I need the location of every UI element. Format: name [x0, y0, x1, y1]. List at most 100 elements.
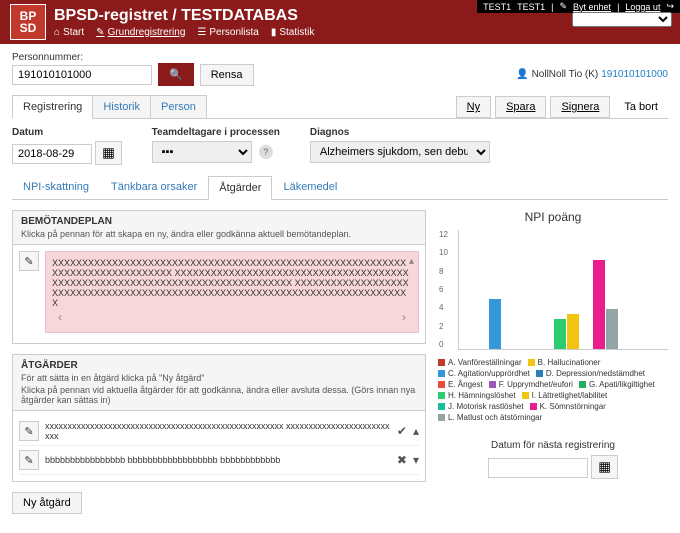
legend-item: G. Apati/likgiltighet	[579, 380, 655, 389]
bar-L	[606, 309, 618, 349]
user-icon: 👤	[516, 69, 528, 80]
logo-bottom: SD	[20, 22, 37, 34]
scroll-down-icon[interactable]: ▾	[413, 453, 419, 467]
legend-item: B. Hallucinationer	[528, 358, 601, 367]
calendar-button[interactable]: ▦	[95, 141, 122, 165]
nav-start-label: Start	[63, 27, 84, 38]
legend-item: H. Hämningslöshet	[438, 391, 516, 400]
next-reg-input[interactable]	[488, 458, 588, 478]
atgarder-sub2: Klicka på pennan vid aktuella åtgärder f…	[21, 385, 417, 405]
atg-row1-text: xxxxxxxxxxxxxxxxxxxxxxxxxxxxxxxxxxxxxxxx…	[45, 421, 391, 441]
user-id-link[interactable]: 191010101000	[601, 69, 668, 80]
list-icon: ☰	[197, 27, 206, 38]
legend-item: F. Upprymdhet/eufori	[489, 380, 573, 389]
chart-icon: ▮	[271, 27, 277, 38]
legend-item: L. Matlust och ätstörningar	[438, 413, 542, 422]
rensa-button[interactable]: Rensa	[200, 64, 254, 86]
scroll-up-icon[interactable]: ▴	[409, 256, 414, 267]
personnummer-input[interactable]	[12, 65, 152, 85]
legend-item: K. Sömnstörningar	[530, 402, 606, 411]
logout-link[interactable]: Logga ut	[625, 2, 660, 12]
scroll-left-icon[interactable]: ‹	[58, 310, 62, 324]
nav-grund-label: Grundregistrering	[108, 27, 186, 38]
datum-input[interactable]	[12, 144, 92, 164]
tab-person[interactable]: Person	[150, 95, 207, 118]
subtab-lakemedel[interactable]: Läkemedel	[272, 175, 348, 199]
edit-icon: ✎	[559, 1, 567, 12]
diagnos-label: Diagnos	[310, 127, 490, 138]
nav-person-label: Personlista	[209, 27, 258, 38]
nav-grund[interactable]: ✎ Grundregistrering	[96, 27, 185, 38]
bemot-edit-button[interactable]: ✎	[19, 251, 39, 271]
top-select-wrap	[572, 12, 672, 27]
calendar-icon: ▦	[102, 145, 115, 160]
bar-H	[554, 319, 566, 349]
search-button[interactable]: 🔍	[158, 63, 194, 86]
legend-item: C. Agitation/upprördhet	[438, 369, 530, 378]
ny-atgard-button[interactable]: Ny åtgärd	[12, 492, 82, 514]
legend-item: D. Depression/nedstämdhet	[536, 369, 645, 378]
meta-divider2: |	[617, 2, 619, 12]
chart-legend: A. Vanföreställningar B. Hallucinationer C…	[438, 358, 668, 424]
tab-historik[interactable]: Historik	[92, 95, 151, 118]
help-icon[interactable]: ?	[259, 145, 273, 159]
npi-chart: 121086420	[458, 230, 668, 350]
atg-row2-edit[interactable]: ✎	[19, 450, 39, 470]
logo: BP SD	[10, 4, 46, 40]
nav-person[interactable]: ☰Personlista	[197, 27, 258, 38]
meta-test2: TEST1	[517, 2, 545, 12]
pencil-icon: ✎	[24, 255, 33, 268]
bemotandeplan-panel: BEMÖTANDEPLAN Klicka på pennan för att s…	[12, 210, 426, 344]
user-info: 👤 NollNoll Tio (K) 191010101000	[516, 69, 668, 80]
bemot-title: BEMÖTANDEPLAN	[21, 216, 417, 227]
legend-item: E. Ångest	[438, 380, 483, 389]
check-icon[interactable]: ✔	[397, 424, 407, 438]
atgarder-panel: ÅTGÄRDER För att sätta in en åtgärd klic…	[12, 354, 426, 482]
nav-start[interactable]: ⌂Start	[54, 27, 84, 38]
next-reg-label: Datum för nästa registrering	[438, 440, 668, 451]
edit-icon: ✎	[96, 27, 104, 38]
pencil-icon: ✎	[24, 425, 33, 438]
next-reg-cal-button[interactable]: ▦	[591, 455, 618, 479]
bemot-content: XXXXXXXXXXXXXXXXXXXXXXXXXXXXXXXXXXXXXXXX…	[52, 258, 412, 308]
chart-title: NPI poäng	[438, 210, 668, 224]
bar-K	[593, 260, 605, 349]
atg-row1-edit[interactable]: ✎	[19, 421, 39, 441]
bemot-subtext: Klicka på pennan för att skapa en ny, än…	[21, 229, 417, 239]
diagnos-select[interactable]: Alzheimers sjukdom, sen debut	[310, 141, 490, 163]
chart-yaxis: 121086420	[439, 230, 448, 349]
nav-stat-label: Statistik	[279, 27, 314, 38]
team-select[interactable]: ▪▪▪	[152, 141, 252, 163]
logout-icon: ↪	[666, 1, 674, 12]
search-label: Personnummer:	[12, 52, 664, 63]
tabort-button[interactable]: Ta bort	[614, 96, 668, 118]
ny-button[interactable]: Ny	[456, 96, 491, 118]
meta-test1: TEST1	[483, 2, 511, 12]
atg-row2-text: bbbbbbbbbbbbbbbb bbbbbbbbbbbbbbbbbb bbbb…	[45, 455, 391, 465]
spara-button[interactable]: Spara	[495, 96, 546, 118]
legend-item: I. Lättretlighet/labilitet	[522, 391, 608, 400]
scroll-up-icon[interactable]: ▴	[413, 424, 419, 438]
subtab-tankbara[interactable]: Tänkbara orsaker	[100, 175, 208, 199]
nav-stat[interactable]: ▮Statistik	[271, 27, 315, 38]
tab-registrering[interactable]: Registrering	[12, 95, 93, 119]
top-select[interactable]	[572, 12, 672, 27]
subtab-atgarder[interactable]: Åtgärder	[208, 176, 272, 200]
user-name: NollNoll Tio (K)	[532, 69, 599, 80]
byt-enhet-link[interactable]: Byt enhet	[573, 2, 611, 12]
search-icon: 🔍	[169, 69, 183, 81]
atgarder-sub1: För att sätta in en åtgärd klicka på "Ny…	[21, 373, 417, 383]
legend-item: A. Vanföreställningar	[438, 358, 522, 367]
close-icon[interactable]: ✖	[397, 453, 407, 467]
home-icon: ⌂	[54, 27, 60, 38]
atgarder-title: ÅTGÄRDER	[21, 360, 417, 371]
bar-C	[489, 299, 501, 349]
header-nav: ⌂Start ✎ Grundregistrering ☰Personlista ▮…	[54, 27, 670, 38]
calendar-icon: ▦	[598, 459, 611, 474]
scroll-right-icon[interactable]: ›	[402, 310, 406, 324]
team-label: Teamdeltagare i processen	[152, 127, 280, 138]
legend-item: J. Motorisk rastlöshet	[438, 402, 524, 411]
bemot-text: XXXXXXXXXXXXXXXXXXXXXXXXXXXXXXXXXXXXXXXX…	[45, 251, 419, 333]
subtab-npi[interactable]: NPI-skattning	[12, 175, 100, 199]
signera-button[interactable]: Signera	[550, 96, 610, 118]
